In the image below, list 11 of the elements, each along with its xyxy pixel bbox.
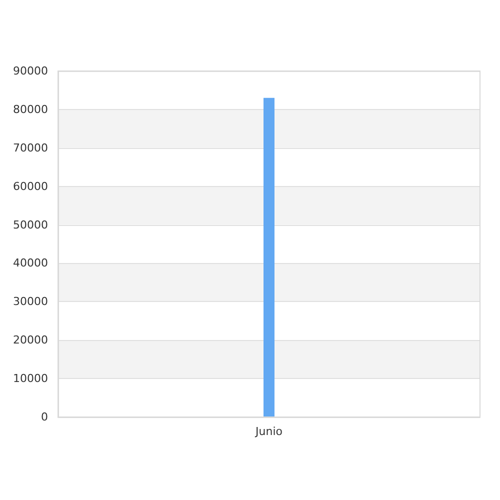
y-tick-label: 70000 [13, 141, 48, 154]
x-tick-label: Junio [254, 425, 283, 438]
y-tick-label: 40000 [13, 256, 48, 270]
y-tick-label: 60000 [13, 180, 48, 193]
y-tick-label: 20000 [13, 334, 48, 347]
y-tick-label: 10000 [13, 372, 48, 386]
y-tick-label: 80000 [13, 102, 48, 116]
y-tick-label: 30000 [13, 295, 48, 308]
y-tick-label: 90000 [13, 64, 48, 78]
y-tick-label: 0 [41, 410, 48, 424]
y-tick-label: 50000 [13, 218, 48, 232]
